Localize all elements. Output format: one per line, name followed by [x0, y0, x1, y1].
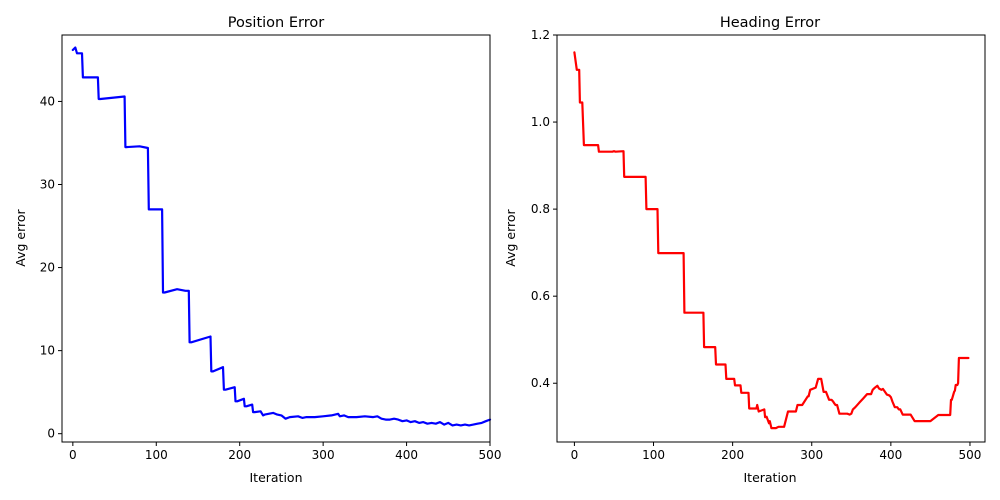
y-tick-label: 10	[40, 344, 55, 358]
x-tick-label: 100	[642, 448, 665, 462]
y-axis-label: Avg error	[13, 208, 28, 266]
plot-lines	[71, 46, 492, 427]
y-tick-label: 1.2	[531, 28, 550, 42]
plot-frame	[61, 34, 491, 443]
x-tick-label: 400	[879, 448, 902, 462]
y-tick-label: 0.8	[531, 202, 550, 216]
x-tick-label: 400	[395, 448, 418, 462]
x-axis-label: Iteration	[743, 470, 796, 485]
x-tick-label: 300	[800, 448, 823, 462]
plot-lines	[573, 51, 970, 430]
x-tick-label: 500	[479, 448, 502, 462]
plot-frame	[556, 34, 986, 443]
y-tick-label: 30	[40, 178, 55, 192]
heading-error-chart: Heading Error Iteration Avg error 0 100 20…	[503, 15, 986, 485]
axis-ticks: 0 100 200 300 400 500 0.4 0.6 0.8 1.0 1.2	[531, 28, 982, 462]
axis-ticks: 0 100 200 300 400 500 0 10 20 30 40	[40, 94, 502, 462]
y-tick-label: 20	[40, 261, 55, 275]
chart-title: Position Error	[228, 15, 324, 31]
x-tick-label: 200	[228, 448, 251, 462]
series-line	[573, 51, 970, 430]
y-tick-label: 40	[40, 94, 55, 108]
y-axis-label: Avg error	[503, 208, 518, 266]
x-tick-label: 300	[312, 448, 335, 462]
chart-title: Heading Error	[720, 15, 820, 31]
x-tick-label: 100	[145, 448, 168, 462]
x-tick-label: 200	[721, 448, 744, 462]
x-tick-label: 0	[69, 448, 77, 462]
y-tick-label: 1.0	[531, 115, 550, 129]
y-tick-label: 0.6	[531, 289, 550, 303]
x-tick-label: 500	[959, 448, 982, 462]
x-axis-label: Iteration	[249, 470, 302, 485]
y-tick-label: 0	[47, 427, 55, 441]
position-error-chart: Position Error Iteration Avg error 0 100 2…	[13, 15, 501, 485]
x-tick-label: 0	[571, 448, 579, 462]
series-line	[71, 46, 492, 427]
y-tick-label: 0.4	[531, 376, 550, 390]
